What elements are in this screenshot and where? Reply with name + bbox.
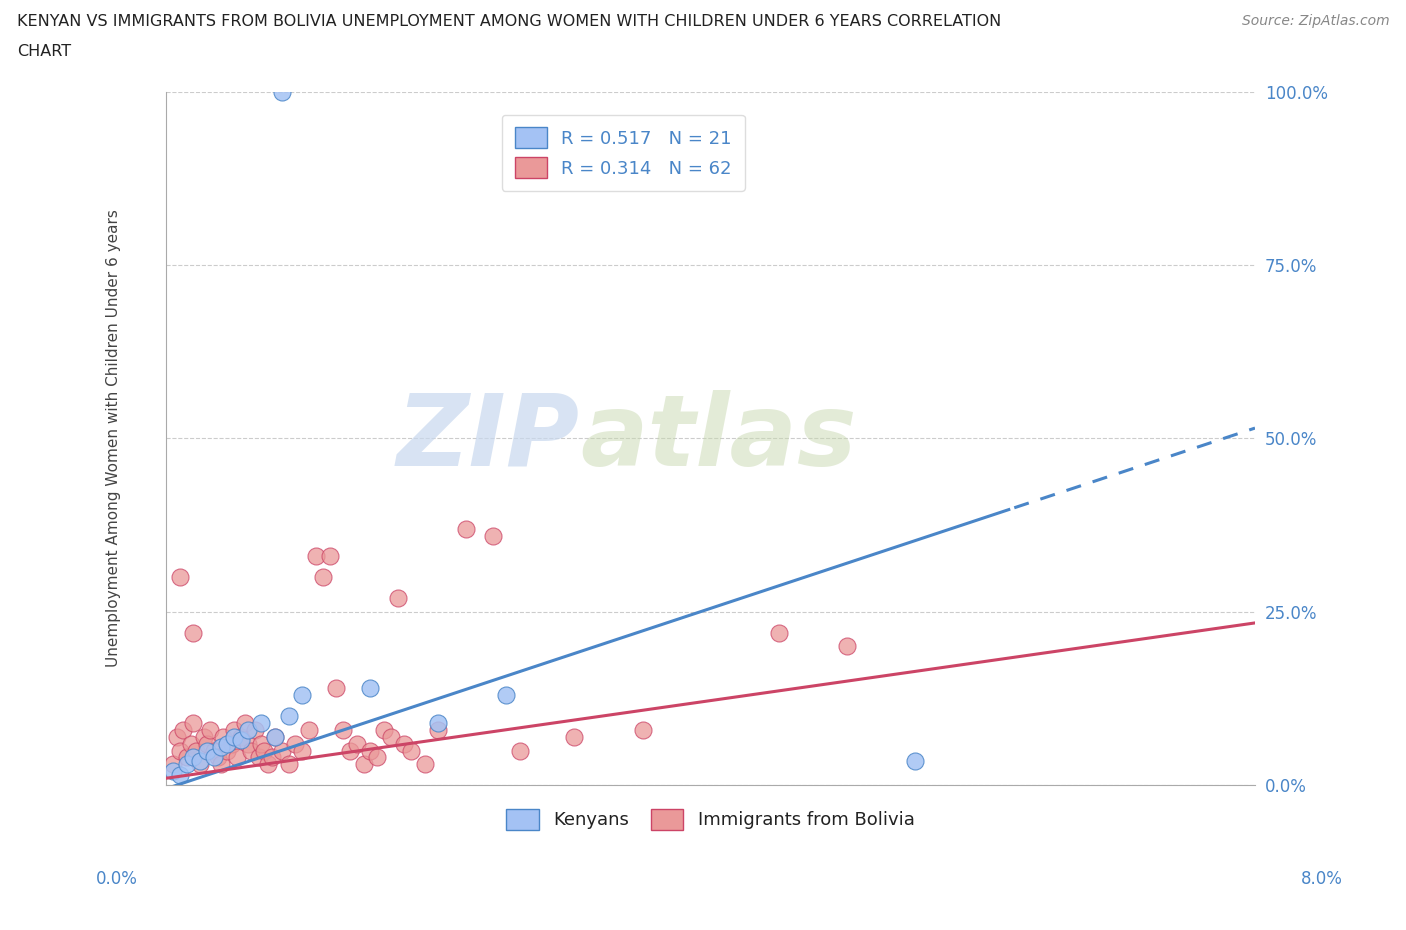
Point — [291, 687, 314, 702]
Point — [768, 625, 790, 640]
Point — [183, 750, 205, 764]
Point — [193, 729, 215, 744]
Point — [209, 739, 232, 754]
Point — [183, 625, 205, 640]
Point — [239, 743, 262, 758]
Point — [325, 681, 347, 696]
Point — [166, 729, 188, 744]
Point — [380, 729, 402, 744]
Point — [229, 729, 252, 744]
Point — [564, 729, 586, 744]
Point — [264, 729, 287, 744]
Point — [631, 723, 654, 737]
Point — [305, 549, 328, 564]
Point — [202, 743, 225, 758]
Point — [183, 715, 205, 730]
Point — [169, 570, 191, 585]
Point — [162, 757, 184, 772]
Point — [359, 743, 381, 758]
Point — [250, 715, 273, 730]
Point — [413, 757, 436, 772]
Point — [195, 743, 218, 758]
Point — [224, 723, 246, 737]
Legend: Kenyans, Immigrants from Bolivia: Kenyans, Immigrants from Bolivia — [498, 800, 924, 839]
Point — [233, 715, 256, 730]
Point — [253, 743, 276, 758]
Point — [172, 723, 194, 737]
Point — [243, 723, 266, 737]
Point — [169, 767, 191, 782]
Point — [176, 750, 198, 764]
Text: 0.0%: 0.0% — [96, 870, 138, 887]
Point — [224, 729, 246, 744]
Text: CHART: CHART — [17, 44, 70, 59]
Point — [198, 723, 221, 737]
Point — [180, 737, 202, 751]
Point — [270, 85, 292, 100]
Point — [207, 750, 229, 764]
Point — [359, 681, 381, 696]
Point — [332, 723, 354, 737]
Text: ZIP: ZIP — [396, 390, 579, 487]
Point — [427, 723, 450, 737]
Point — [427, 715, 450, 730]
Point — [264, 729, 287, 744]
Point — [366, 750, 388, 764]
Point — [394, 737, 416, 751]
Point — [387, 591, 409, 605]
Text: 8.0%: 8.0% — [1301, 870, 1343, 887]
Point — [195, 737, 218, 751]
Point — [162, 764, 184, 778]
Point — [399, 743, 422, 758]
Point — [217, 743, 239, 758]
Point — [277, 709, 299, 724]
Point — [904, 753, 927, 768]
Text: Unemployment Among Women with Children Under 6 years: Unemployment Among Women with Children U… — [107, 209, 121, 668]
Point — [236, 723, 259, 737]
Point — [262, 750, 284, 764]
Point — [184, 743, 207, 758]
Point — [346, 737, 368, 751]
Point — [284, 737, 307, 751]
Point — [318, 549, 340, 564]
Point — [236, 737, 259, 751]
Point — [339, 743, 361, 758]
Point — [226, 750, 249, 764]
Point — [454, 521, 477, 536]
Point — [169, 743, 191, 758]
Point — [270, 743, 292, 758]
Point — [209, 757, 232, 772]
Point — [212, 729, 235, 744]
Point — [277, 757, 299, 772]
Point — [291, 743, 314, 758]
Point — [229, 733, 252, 748]
Point — [250, 737, 273, 751]
Point — [188, 753, 211, 768]
Point — [835, 639, 858, 654]
Point — [353, 757, 375, 772]
Point — [217, 737, 239, 751]
Point — [176, 757, 198, 772]
Point — [298, 723, 321, 737]
Text: atlas: atlas — [579, 390, 856, 487]
Point — [509, 743, 531, 758]
Point — [482, 528, 505, 543]
Point — [247, 750, 270, 764]
Point — [257, 757, 280, 772]
Point — [188, 757, 211, 772]
Text: Source: ZipAtlas.com: Source: ZipAtlas.com — [1241, 14, 1389, 28]
Point — [373, 723, 395, 737]
Point — [495, 687, 517, 702]
Point — [202, 750, 225, 764]
Point — [221, 737, 243, 751]
Text: KENYAN VS IMMIGRANTS FROM BOLIVIA UNEMPLOYMENT AMONG WOMEN WITH CHILDREN UNDER 6: KENYAN VS IMMIGRANTS FROM BOLIVIA UNEMPL… — [17, 14, 1001, 29]
Point — [312, 570, 335, 585]
